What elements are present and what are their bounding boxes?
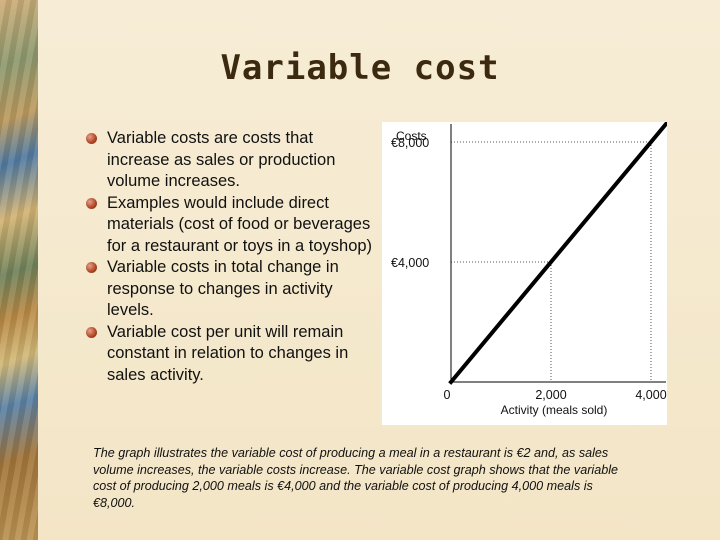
variable-cost-line — [448, 122, 667, 385]
x-axis-label: Activity (meals sold) — [501, 403, 608, 417]
slide-title: Variable cost — [220, 48, 500, 88]
y-tick-label: €4,000 — [391, 256, 429, 270]
variable-cost-chart: €4,000 €8,000 0 2,000 4,000 Costs Activity (me… — [382, 122, 667, 425]
bullet-item: Examples would include direct materials … — [86, 193, 376, 258]
bullet-text: Variable costs in total change in respon… — [107, 258, 339, 319]
bullet-icon — [86, 262, 97, 273]
bullet-item: Variable costs are costs that increase a… — [86, 128, 376, 193]
bullet-text: Variable cost per unit will remain const… — [107, 322, 349, 384]
bullet-list: Variable costs are costs that increase a… — [86, 128, 376, 386]
bullet-icon — [86, 133, 97, 144]
x-tick-label: 2,000 — [535, 388, 566, 402]
bullet-item: Variable costs in total change in respon… — [86, 257, 376, 322]
x-tick-label: 0 — [444, 388, 451, 402]
chart-svg: €4,000 €8,000 0 2,000 4,000 Costs Activity (me… — [391, 122, 667, 417]
bullet-item: Variable cost per unit will remain const… — [86, 322, 376, 387]
x-tick-label: 4,000 — [635, 388, 666, 402]
graph-caption: The graph illustrates the variable cost … — [93, 446, 619, 510]
bullet-icon — [86, 197, 97, 209]
bullet-text: Examples would include direct materials … — [107, 193, 373, 255]
decorative-banknote-strip — [0, 0, 38, 540]
bullet-icon — [86, 326, 97, 338]
bullet-text: Variable costs are costs that increase a… — [107, 129, 336, 190]
y-axis-label: Costs — [396, 129, 427, 143]
y-tick-label: €8,000 — [391, 136, 429, 150]
